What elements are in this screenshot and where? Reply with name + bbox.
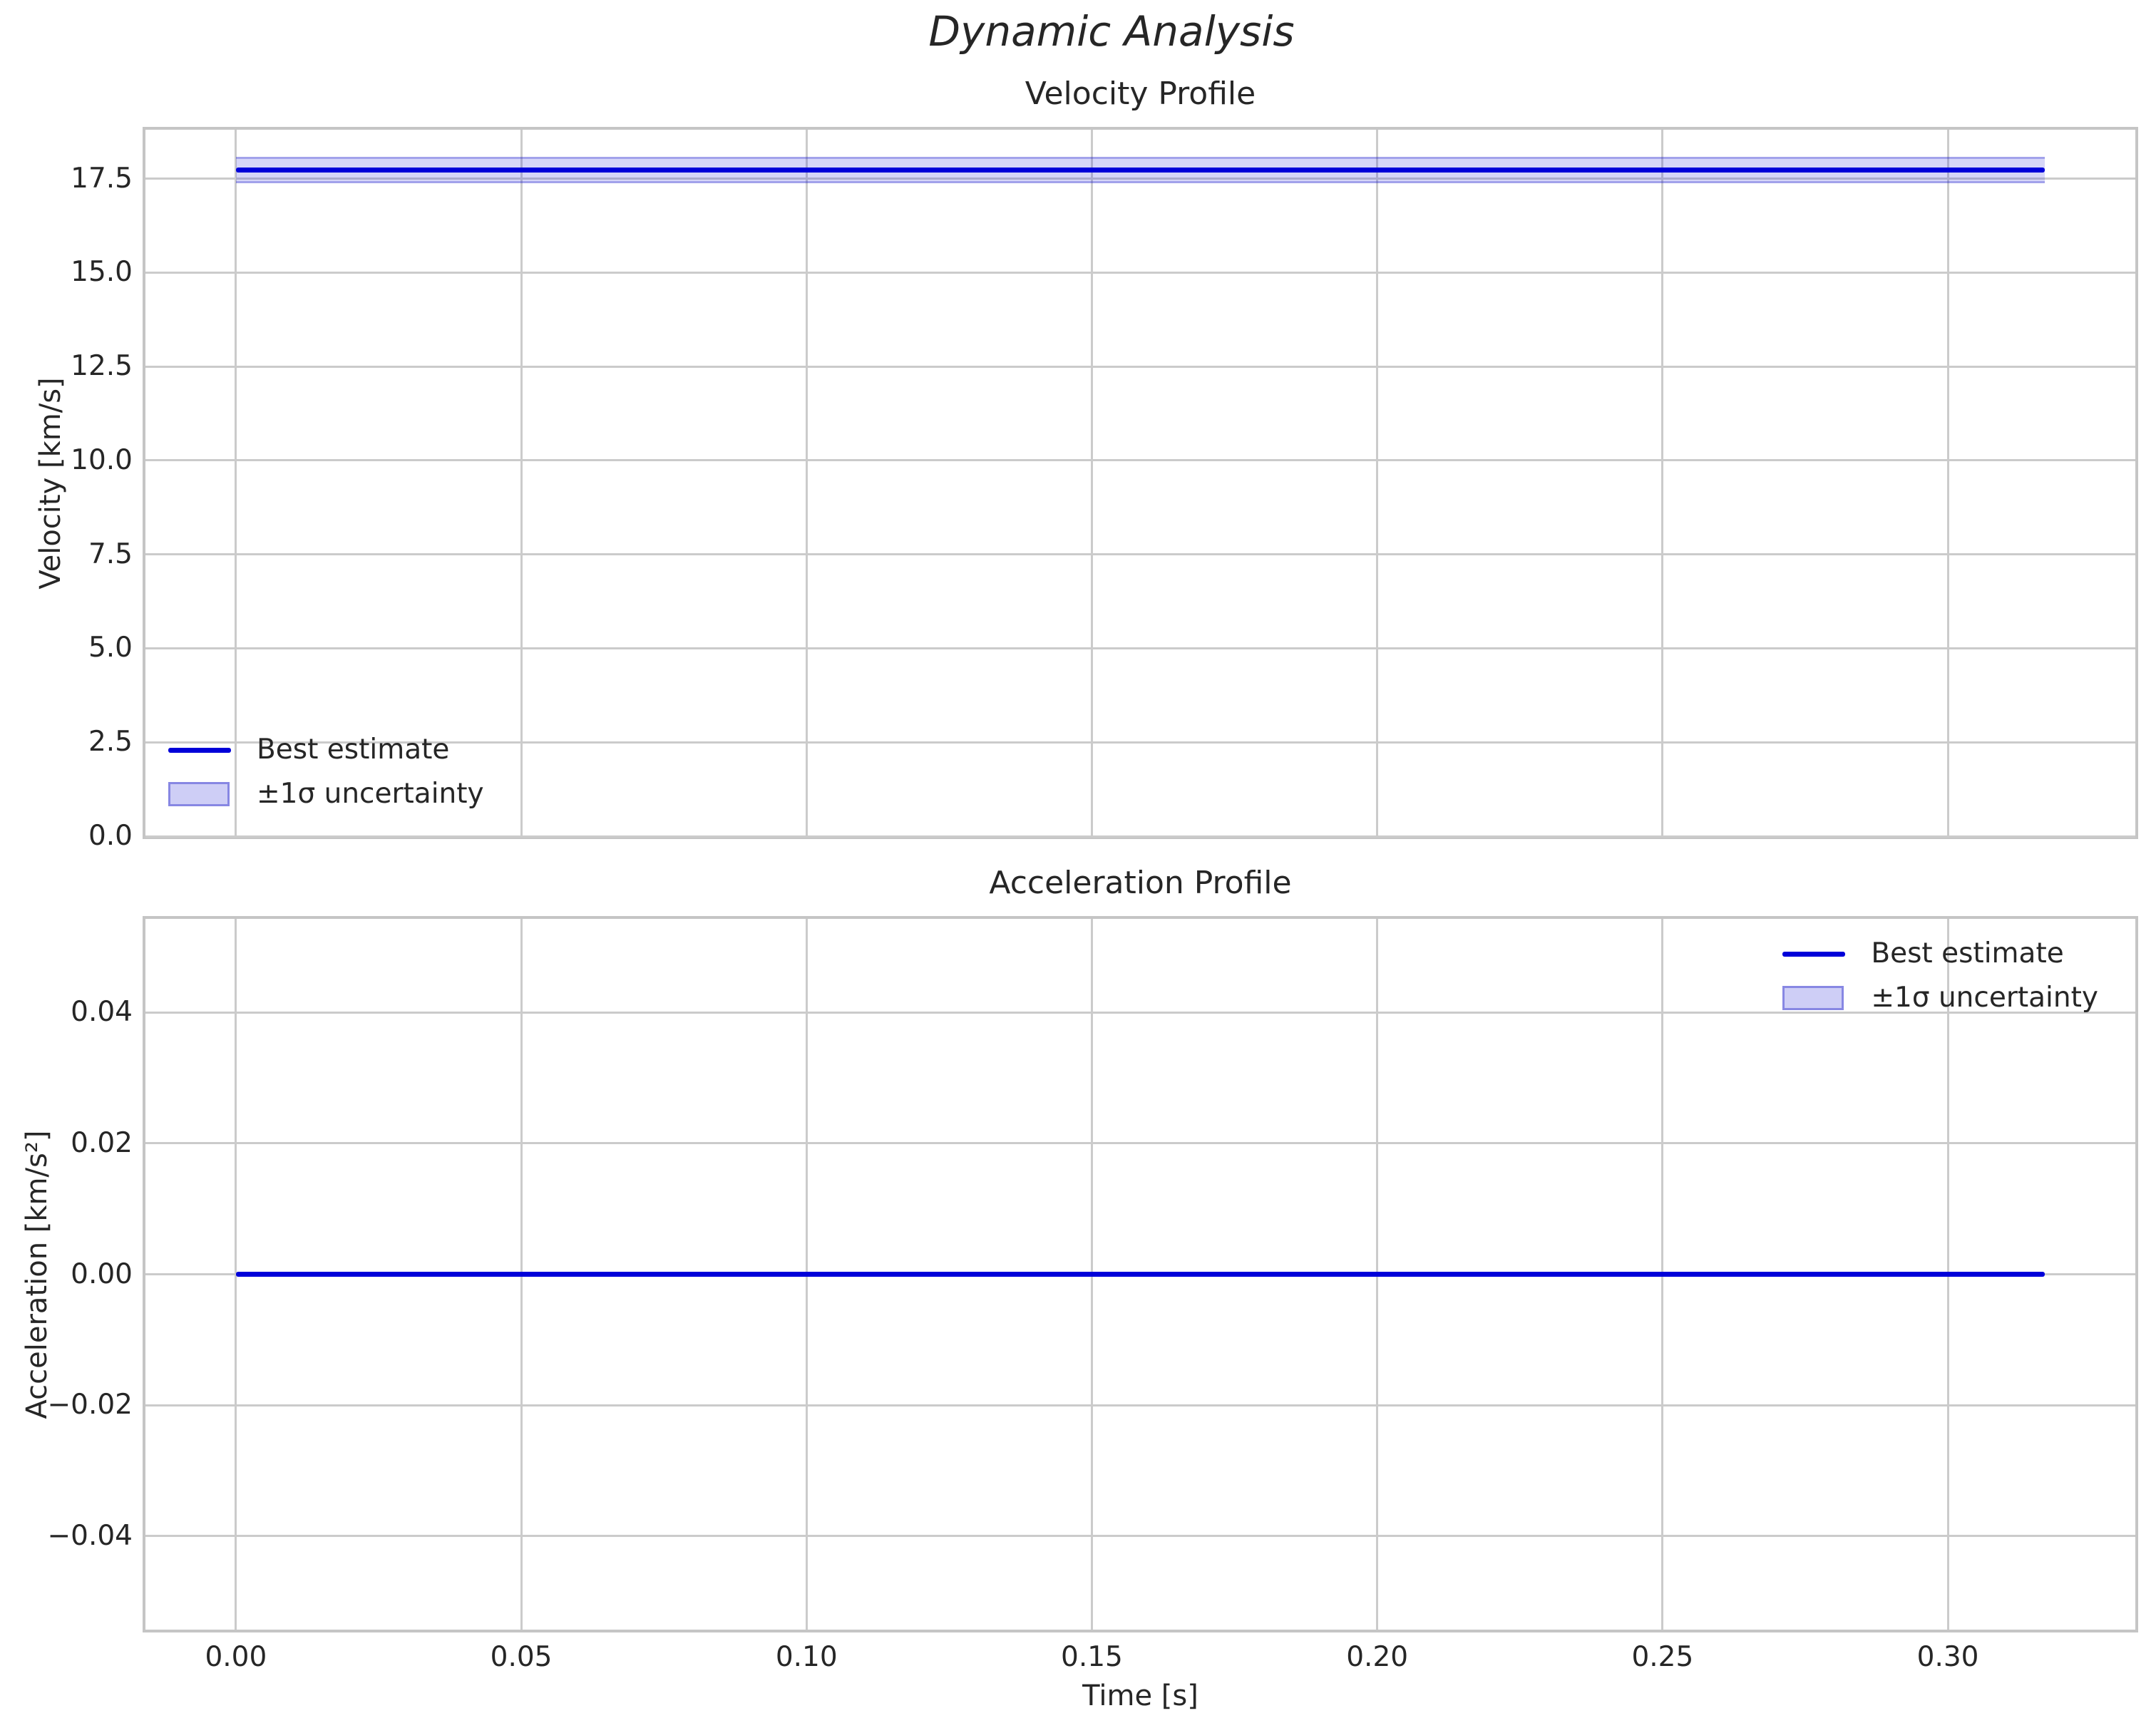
- legend-label: ±1σ uncertainty: [257, 778, 484, 810]
- y-tick-label: 5.0: [88, 632, 133, 664]
- gridline-horizontal: [145, 459, 2135, 462]
- x-tick-label: 0.25: [1631, 1641, 1694, 1673]
- y-tick-label: 0.04: [71, 996, 133, 1029]
- gridline-horizontal: [145, 835, 2135, 838]
- y-tick-label: 12.5: [71, 350, 133, 383]
- y-tick-label: 0.02: [71, 1126, 133, 1159]
- velocity-axes: Velocity Profile Velocity [km/s] Best es…: [34, 76, 2138, 852]
- legend-entry-uncertainty: ±1σ uncertainty: [1782, 982, 2098, 1014]
- y-tick-label: 17.5: [71, 162, 133, 195]
- legend-label: ±1σ uncertainty: [1871, 982, 2098, 1014]
- gridline-vertical: [1090, 130, 1093, 836]
- best-estimate-line-swatch: [1782, 951, 1846, 957]
- gridline-vertical: [805, 130, 808, 836]
- x-tick-label: 0.20: [1346, 1641, 1409, 1673]
- acceleration-axes: Acceleration Profile Acceleration [km/s²…: [21, 865, 2138, 1712]
- gridline-horizontal: [145, 365, 2135, 368]
- gridline-horizontal: [145, 178, 2135, 180]
- legend-entry-uncertainty: ±1σ uncertainty: [168, 778, 484, 811]
- gridline-horizontal: [145, 647, 2135, 649]
- x-tick-label: 0.10: [775, 1641, 838, 1673]
- best-estimate-line: [235, 1272, 2045, 1277]
- gridline-horizontal: [145, 553, 2135, 556]
- legend-entry-best-estimate: Best estimate: [1782, 937, 2098, 970]
- best-estimate-line: [235, 168, 2045, 173]
- legend-label: Best estimate: [1871, 937, 2064, 970]
- y-tick-label: −0.02: [47, 1389, 133, 1421]
- acceleration-plot-title: Acceleration Profile: [989, 865, 1292, 901]
- gridline-vertical: [235, 130, 237, 836]
- gridline-horizontal: [145, 1404, 2135, 1406]
- gridline-vertical: [1946, 130, 1949, 836]
- x-tick-label: 0.30: [1916, 1641, 1979, 1673]
- y-tick-label: 0.00: [71, 1258, 133, 1290]
- y-tick-label: 2.5: [88, 726, 133, 758]
- velocity-plot-title: Velocity Profile: [1025, 76, 1256, 112]
- gridline-vertical: [1661, 130, 1664, 836]
- acceleration-legend: Best estimate ±1σ uncertainty: [1782, 937, 2098, 1014]
- gridline-horizontal: [145, 271, 2135, 274]
- gridline-vertical: [520, 130, 523, 836]
- figure-title: Dynamic Analysis: [928, 7, 1295, 56]
- x-axis-label: Time [s]: [1082, 1680, 1198, 1712]
- x-tick-label: 0.00: [205, 1641, 267, 1673]
- y-tick-label: 7.5: [88, 538, 133, 570]
- y-tick-label: 0.0: [88, 820, 133, 852]
- legend-entry-best-estimate: Best estimate: [168, 734, 484, 766]
- x-tick-label: 0.15: [1061, 1641, 1123, 1673]
- gridline-vertical: [1376, 130, 1379, 836]
- gridline-horizontal: [145, 1011, 2135, 1014]
- gridline-horizontal: [145, 1142, 2135, 1145]
- x-tick-label: 0.05: [490, 1641, 553, 1673]
- velocity-legend: Best estimate ±1σ uncertainty: [168, 734, 484, 811]
- y-tick-label: 15.0: [71, 256, 133, 289]
- legend-label: Best estimate: [257, 734, 450, 766]
- best-estimate-line-swatch: [168, 747, 231, 753]
- uncertainty-band-swatch: [1782, 986, 1844, 1010]
- y-tick-label: −0.04: [47, 1519, 133, 1552]
- uncertainty-band-swatch: [168, 782, 230, 806]
- gridline-horizontal: [145, 1535, 2135, 1538]
- y-tick-label: 10.0: [71, 443, 133, 476]
- gridline-horizontal: [145, 741, 2135, 744]
